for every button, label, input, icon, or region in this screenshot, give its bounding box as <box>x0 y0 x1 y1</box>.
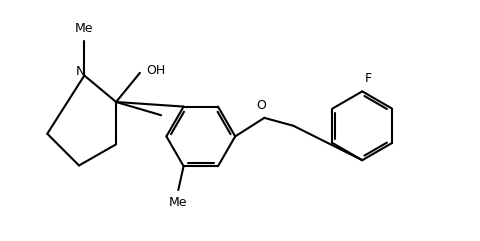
Text: N: N <box>75 65 84 78</box>
Text: O: O <box>256 99 266 112</box>
Text: Me: Me <box>75 22 94 35</box>
Text: F: F <box>364 72 371 85</box>
Text: OH: OH <box>146 64 165 77</box>
Text: Me: Me <box>168 196 187 209</box>
